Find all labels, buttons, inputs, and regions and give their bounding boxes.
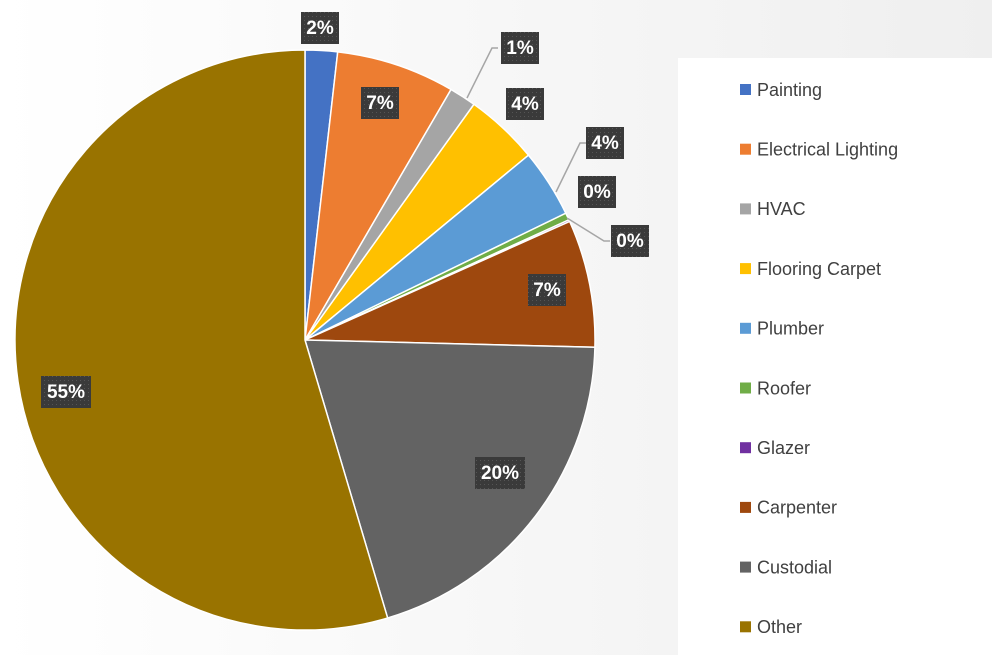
legend-swatch [740,561,751,573]
legend-label: Flooring Carpet [757,259,881,279]
slice [14,49,389,631]
data-label-box [611,225,649,257]
legend-label: Custodial [757,557,832,577]
data-label-box [501,32,539,64]
leader-line [555,142,586,193]
data-label-box [506,88,544,120]
legend-swatch [740,621,751,633]
data-label-box [361,87,399,119]
legend-swatch [740,84,751,95]
legend-label: Plumber [757,319,824,339]
legend-panel [678,58,992,655]
data-label: 7% [366,93,394,114]
slice [304,220,596,349]
legend-label: Roofer [757,378,811,398]
leader-line [566,217,610,242]
data-label: 0% [583,182,611,203]
legend: Painting Electrical Lighting HVAC Flooring … [740,80,898,637]
data-label-box [586,127,624,159]
leader-line [466,47,498,99]
data-label: 2% [306,18,334,39]
data-label: 20% [481,463,519,484]
legend-swatch [740,263,751,275]
legend-label: Other [757,617,802,637]
data-label-box [475,457,525,489]
data-label: 55% [47,382,85,403]
legend-label: Painting [757,80,822,100]
legend-label: Glazer [757,438,810,458]
legend-swatch [740,382,751,394]
data-label: 4% [591,133,619,154]
data-label-box [578,176,616,208]
data-label-box [528,274,566,306]
legend-label: Carpenter [757,498,837,518]
data-label: 7% [533,280,561,301]
data-labels: 2% 7% 1% 4% 4% 0% 0% 7% 20% 55% [41,12,649,489]
legend-label: Electrical Lighting [757,139,898,159]
data-label-box [301,12,339,44]
legend-swatch [740,143,751,155]
legend-swatch [740,203,751,215]
legend-swatch [740,501,751,513]
pie [14,49,596,631]
data-label: 4% [511,94,539,115]
legend-label: HVAC [757,199,806,219]
legend-swatch [740,322,751,334]
slice [303,339,596,619]
data-label: 0% [616,231,644,252]
legend-swatch [740,442,751,454]
data-label-box [41,376,91,408]
slice [304,51,453,341]
data-label: 1% [506,38,534,59]
